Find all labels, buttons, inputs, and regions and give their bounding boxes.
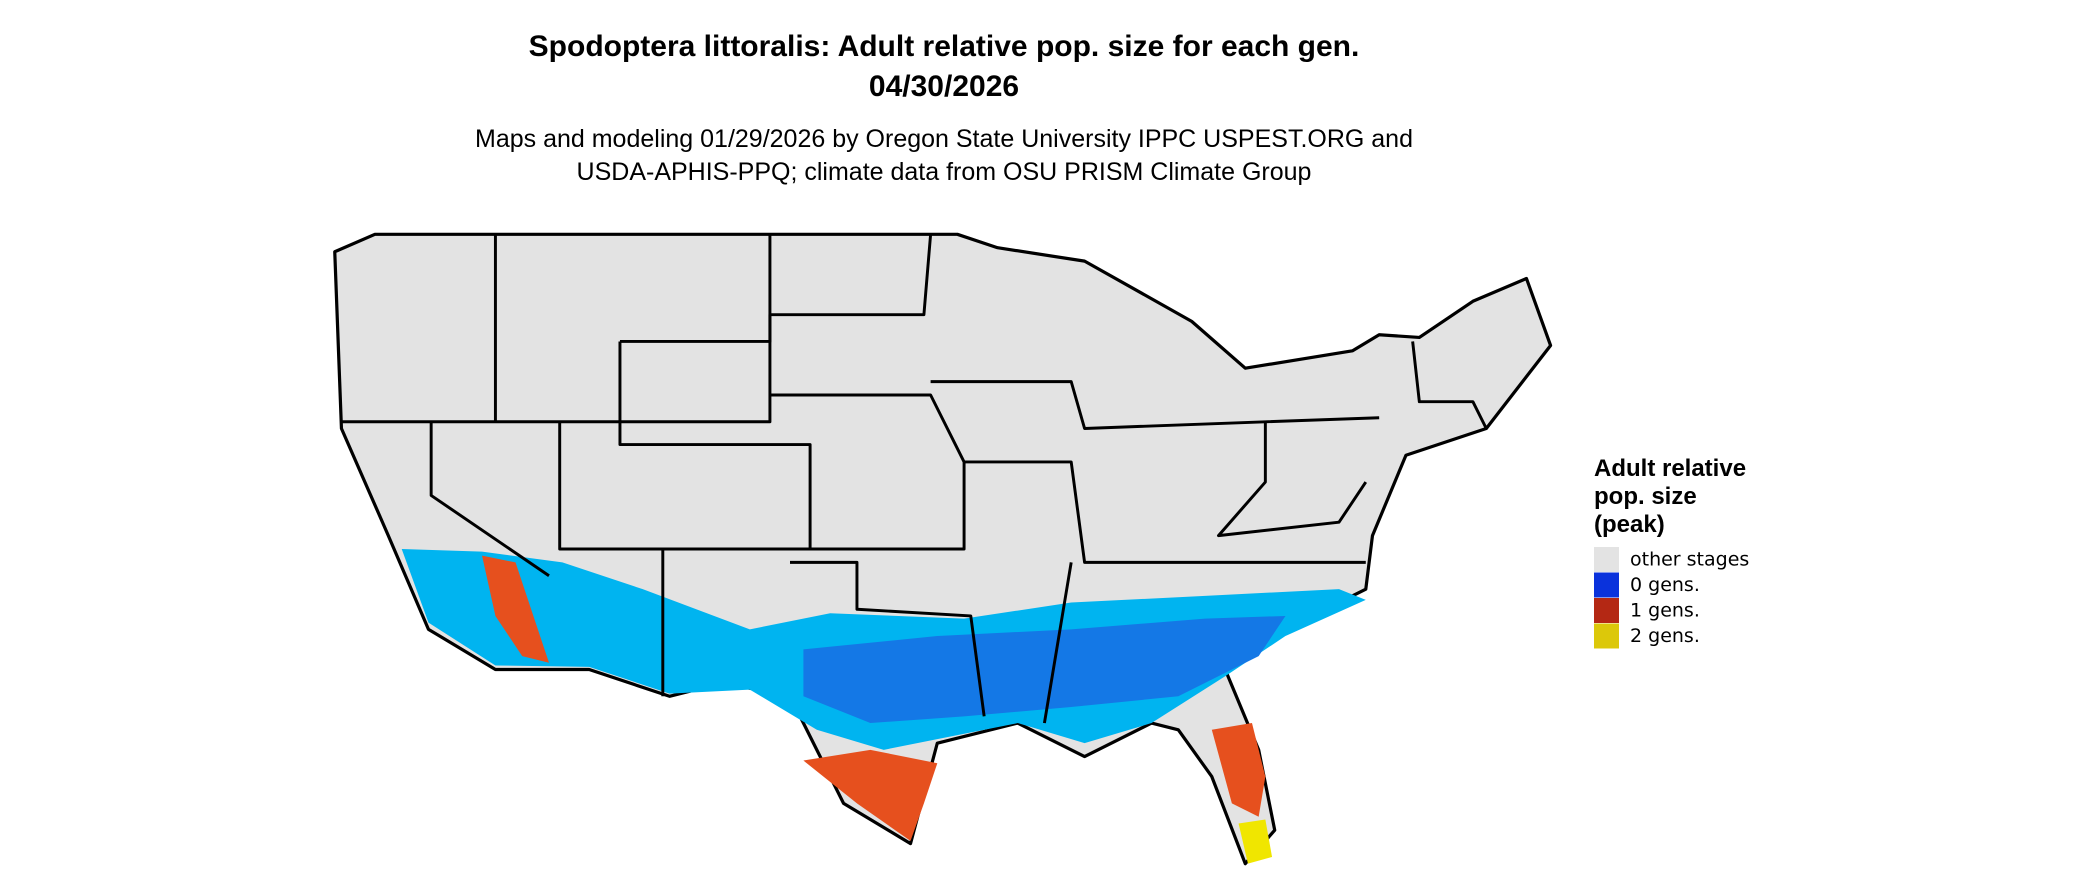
map-date: 04/30/2026 (869, 70, 1019, 103)
map-subtitle: Maps and modeling 01/29/2026 by Oregon S… (475, 125, 1413, 153)
climate-zones (401, 548, 1366, 864)
legend-title: Adult relative (1594, 455, 1746, 482)
legend-swatch (1594, 572, 1619, 598)
legend-title: (peak) (1594, 511, 1665, 538)
legend-title: pop. size (1594, 483, 1697, 510)
legend-swatch (1594, 598, 1619, 623)
state-borders (341, 234, 1488, 724)
map-title: Spodoptera littoralis: Adult relative po… (529, 30, 1360, 63)
legend-label: 1 gens. (1630, 600, 1700, 622)
legend-items: other stages 0 gens. 1 gens. 2 gens. (1594, 547, 1749, 649)
legend: Adult relative pop. size (peak) other st… (1594, 455, 1749, 649)
legend-label: 2 gens. (1630, 625, 1700, 647)
legend-label: 0 gens. (1630, 574, 1700, 596)
map-subtitle: USDA-APHIS-PPQ; climate data from OSU PR… (577, 158, 1312, 186)
legend-swatch (1594, 623, 1619, 649)
legend-swatch (1594, 547, 1619, 572)
us-map (333, 232, 1553, 866)
legend-label: other stages (1630, 549, 1749, 571)
